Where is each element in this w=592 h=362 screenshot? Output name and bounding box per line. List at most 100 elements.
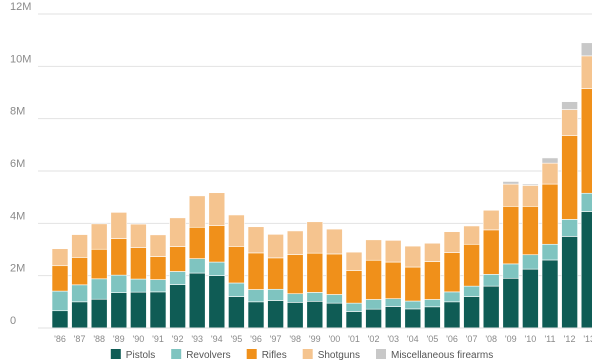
bar-segment <box>482 274 500 287</box>
bar-segment <box>443 301 461 329</box>
bar-segment <box>443 252 461 293</box>
bar-segment <box>110 238 128 276</box>
bar-segment <box>345 311 363 329</box>
y-tick-label: 12M <box>10 1 31 13</box>
bar-segment <box>286 230 304 255</box>
bar-segment <box>326 228 343 255</box>
grid-lines <box>38 13 592 277</box>
legend-item: Pistols <box>110 349 155 361</box>
x-tick-label: '03 <box>387 334 399 344</box>
bar-segment <box>149 279 167 293</box>
legend-swatch <box>110 349 121 359</box>
x-tick-label: '89 <box>113 334 125 344</box>
x-tick-label: '96 <box>250 334 262 344</box>
bar-segment <box>286 293 304 303</box>
bar-segment <box>306 292 324 302</box>
bar-segment <box>326 253 343 295</box>
bar-segment <box>561 236 578 329</box>
bar-segment <box>130 291 147 329</box>
legend-label: Shotguns <box>318 350 360 361</box>
bar-segment <box>463 285 480 297</box>
bar-segment <box>580 211 592 329</box>
bar-segment <box>208 225 226 263</box>
x-tick-label: '93 <box>191 334 203 344</box>
bar-segment <box>463 225 480 245</box>
y-tick-label: 2M <box>10 263 25 275</box>
x-tick-label: '11 <box>544 334 555 344</box>
bar-segment <box>463 296 480 329</box>
bar-segment <box>404 245 422 268</box>
bar-segment <box>130 223 147 248</box>
bar-segment <box>149 234 167 257</box>
legend-swatch <box>246 349 257 359</box>
x-tick-label: '92 <box>172 334 184 344</box>
bar-segment <box>247 301 265 329</box>
bar-segment <box>580 55 592 89</box>
y-tick-label: 6M <box>10 158 25 170</box>
bar-segment <box>424 306 441 329</box>
legend-item: Miscellaneous firearms <box>376 349 493 361</box>
bar-segment <box>208 192 226 226</box>
bar-segment <box>561 135 578 220</box>
x-tick-label: '86 <box>54 334 66 344</box>
x-tick-label: '02 <box>368 334 380 344</box>
bar-segment <box>188 258 206 274</box>
bar-segment <box>522 185 539 207</box>
bar-segment <box>188 195 206 228</box>
x-tick-label: '04 <box>407 334 419 344</box>
bar-segment <box>384 261 402 299</box>
bar-segment <box>51 248 69 267</box>
y-tick-label: 0 <box>10 315 16 327</box>
legend-swatch <box>302 349 313 359</box>
bar-segment <box>482 209 500 231</box>
bar-segment <box>247 226 265 254</box>
bar-segment <box>149 291 167 329</box>
legend-label: Rifles <box>262 350 287 361</box>
bar-segment <box>267 234 284 259</box>
bar-segment <box>306 301 324 329</box>
bar-segment <box>90 248 108 280</box>
bar-segment <box>90 298 108 329</box>
bar-segment <box>326 294 343 304</box>
legend-label: Miscellaneous firearms <box>391 350 493 361</box>
bar-segment <box>267 257 284 290</box>
bar-segment <box>365 259 382 300</box>
bar-segment <box>208 275 226 329</box>
x-tick-label: '95 <box>231 334 243 344</box>
x-tick-label: '97 <box>270 334 282 344</box>
bar-segment <box>286 254 304 295</box>
bar-segment <box>306 221 324 254</box>
bar-segment <box>345 302 363 312</box>
bar-segment <box>71 301 88 329</box>
bar-segment <box>404 300 422 310</box>
x-tick-label: '12 <box>564 334 576 344</box>
bar-segment <box>169 246 186 272</box>
x-tick-label: '00 <box>329 334 341 344</box>
bar-segment <box>247 252 265 290</box>
bar-segment <box>404 308 422 329</box>
bar-segment <box>541 183 559 245</box>
bar-segment <box>188 272 206 329</box>
legend-item: Rifles <box>246 349 287 361</box>
bar-segment <box>51 265 69 292</box>
bar-segment <box>384 240 402 263</box>
bar-segment <box>522 183 539 186</box>
bar-segment <box>188 226 206 259</box>
bar-segment <box>561 219 578 237</box>
bar-segment <box>580 42 592 57</box>
bar-segment <box>326 302 343 329</box>
x-tick-label: '91 <box>152 334 164 344</box>
legend: Pistols Revolvers Rifles Shotguns Miscellane… <box>110 349 493 361</box>
bar-segment <box>541 259 559 329</box>
bar-segment <box>502 181 520 185</box>
bar-segment <box>90 223 108 250</box>
bar-segment <box>365 299 382 310</box>
bar-segment <box>110 292 128 329</box>
bar-segment <box>71 257 88 286</box>
x-tick-label: '13 <box>583 334 592 344</box>
bar-segment <box>130 278 147 293</box>
bar-segment <box>365 239 382 261</box>
bar-segment <box>345 270 363 304</box>
bar-segment <box>228 296 245 329</box>
x-tick-label: '87 <box>74 334 86 344</box>
